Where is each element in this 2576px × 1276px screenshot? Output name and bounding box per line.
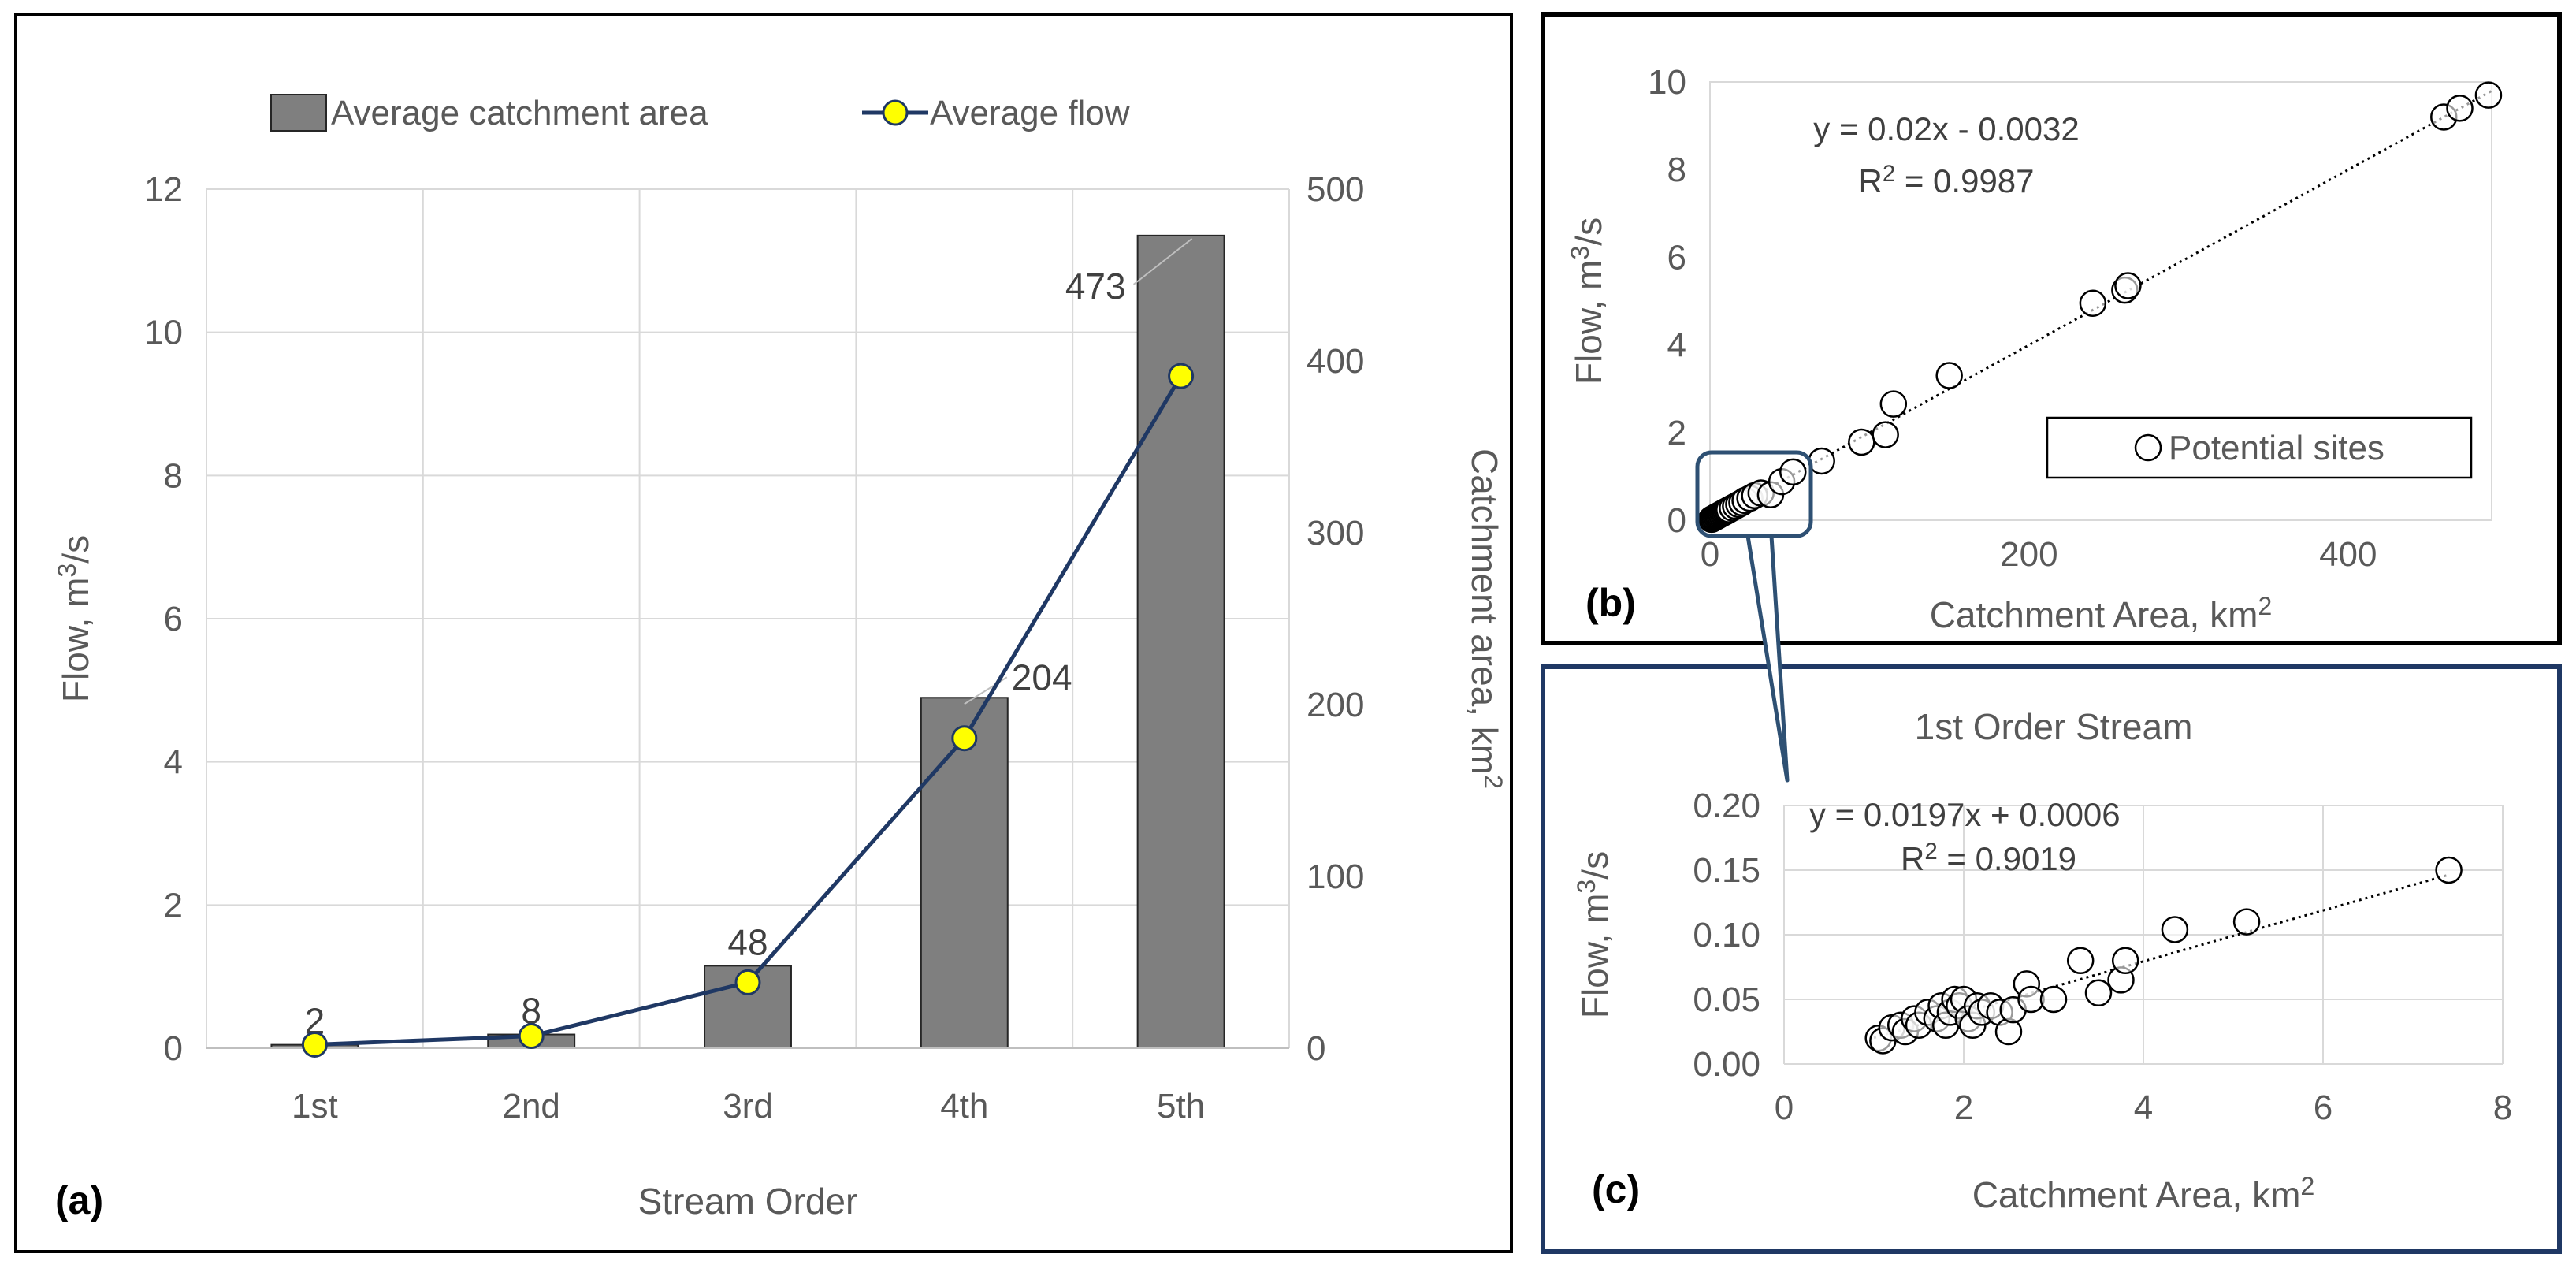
a-y2tick-label: 300 <box>1307 514 1364 552</box>
a-y2tick-label: 0 <box>1307 1029 1325 1068</box>
c-point <box>2017 985 2045 1014</box>
c-point <box>2161 916 2189 943</box>
a-y2tick-label: 100 <box>1307 857 1364 896</box>
b-point <box>1872 421 1899 448</box>
a-ytick-label: 8 <box>164 456 183 495</box>
b-point <box>2474 81 2503 109</box>
a-xtick-label: 1st <box>292 1087 338 1125</box>
b-point <box>1879 390 1908 418</box>
c-xtick-label: 2 <box>1954 1088 1973 1127</box>
panel-b-tag: (b) <box>1585 581 1636 625</box>
panel-b-scatter-chart: 0 2 4 6 8 10 0 200 400 y = 0.02x - 0.0032 R2 = 0.9… <box>1566 63 2503 635</box>
a-ytick-label: 6 <box>164 600 183 638</box>
c-y-axis-title: Flow, m3/s <box>1572 851 1615 1018</box>
c-xtick-label: 6 <box>2314 1088 2333 1127</box>
b-ytick-label: 8 <box>1667 151 1686 189</box>
a-xtick-label: 5th <box>1157 1087 1205 1125</box>
b-x-axis-title: Catchment Area, km2 <box>1930 592 2273 635</box>
b-plot-area <box>1709 81 2492 521</box>
b-ytick-label: 4 <box>1667 326 1686 365</box>
a-flow-marker-5th <box>1168 363 1195 389</box>
b-xtick-label: 200 <box>2000 535 2057 574</box>
a-y2tick-label: 500 <box>1307 170 1364 209</box>
b-y-axis-title: Flow, m3/s <box>1566 218 1609 385</box>
b-point <box>1935 362 1963 389</box>
b-legend-label: Potential sites <box>2169 429 2385 467</box>
panel-c-tag: (c) <box>1592 1167 1640 1211</box>
c-equation: y = 0.0197x + 0.0006 <box>1809 796 2121 833</box>
c-xtick-label: 0 <box>1775 1088 1794 1127</box>
a-ytick-label: 10 <box>144 314 183 352</box>
a-y2tick-label: 200 <box>1307 686 1364 724</box>
a-legend-bar-swatch <box>270 94 327 132</box>
b-ytick-label: 0 <box>1667 501 1686 540</box>
b-legend-marker <box>2134 433 2162 462</box>
a-y2tick-label: 400 <box>1307 342 1364 381</box>
a-ytick-label: 12 <box>144 170 183 209</box>
panel-a-frame <box>14 13 1513 1253</box>
c-ytick-label: 0.20 <box>1693 787 1760 825</box>
a-leader-line <box>1132 238 1193 285</box>
b-ytick-label: 6 <box>1667 238 1686 277</box>
a-legend-marker <box>882 99 909 126</box>
a-bar-label-3rd: 48 <box>727 921 768 962</box>
b-point <box>2114 272 2142 299</box>
b-equation: y = 0.02x - 0.0032 <box>1813 110 2079 147</box>
c-title: 1st Order Stream <box>1915 706 2193 747</box>
b-point <box>2079 289 2107 318</box>
a-xtick-label: 4th <box>940 1087 988 1125</box>
a-flow-marker-3rd <box>734 969 761 995</box>
b-point <box>2446 95 2474 122</box>
c-point <box>2084 979 2113 1007</box>
c-point <box>2111 947 2139 975</box>
a-flow-marker-4th <box>951 725 978 752</box>
b-xtick-label: 400 <box>2319 535 2377 574</box>
b-xtick-label: 0 <box>1701 535 1719 574</box>
b-point <box>1779 458 1807 486</box>
b-r2: R2 = 0.9987 <box>1858 161 2034 199</box>
a-x-axis-title: Stream Order <box>638 1181 858 1222</box>
c-ytick-label: 0.00 <box>1693 1045 1760 1084</box>
c-point <box>2232 908 2261 936</box>
a-legend-line-label: Average flow <box>930 94 1130 132</box>
a-flow-marker-2nd <box>518 1023 545 1050</box>
c-ytick-label: 0.10 <box>1693 916 1760 954</box>
c-x-axis-title: Catchment Area, km2 <box>1972 1172 2315 1215</box>
a-ytick-label: 0 <box>164 1029 183 1068</box>
c-ytick-label: 0.05 <box>1693 980 1760 1019</box>
b-point <box>1808 447 1835 475</box>
a-xtick-label: 3rd <box>723 1087 773 1125</box>
panel-a-tag: (a) <box>55 1178 103 1222</box>
zoom-callout <box>1695 450 1813 783</box>
c-point <box>1994 1017 2023 1046</box>
a-y-axis-title: Flow, m3/s <box>53 535 96 702</box>
a-flow-marker-1st <box>301 1031 328 1058</box>
b-point <box>1848 428 1875 456</box>
a-bar-4th <box>920 697 1009 1050</box>
c-xtick-label: 8 <box>2493 1088 2512 1127</box>
c-r2: R2 = 0.9019 <box>1901 839 2076 877</box>
a-y2-axis-title: Catchment area, km2 <box>1464 448 1507 789</box>
a-bar-label-5th: 473 <box>1065 266 1126 307</box>
b-ytick-label: 10 <box>1648 63 1686 102</box>
c-point <box>2039 985 2068 1014</box>
b-legend-box <box>2046 416 2473 479</box>
panel-c-scatter-chart: 0.00 0.05 0.10 0.15 0.20 0 2 4 6 8 1st Order Strea… <box>1572 706 2512 1215</box>
a-ytick-label: 4 <box>164 743 183 782</box>
panel-c-frame <box>1541 664 2562 1254</box>
a-bar-5th <box>1136 234 1225 1049</box>
a-ytick-label: 2 <box>164 886 183 924</box>
c-point <box>2066 947 2095 975</box>
zoom-pointer <box>1745 534 1790 783</box>
c-point <box>2435 856 2463 884</box>
a-xtick-label: 2nd <box>502 1087 559 1125</box>
b-ytick-label: 2 <box>1667 414 1686 452</box>
panel-b-frame <box>1541 12 2562 645</box>
a-legend-bar-label: Average catchment area <box>331 94 708 132</box>
c-ytick-label: 0.15 <box>1693 851 1760 890</box>
a-bar-label-4th: 204 <box>1012 657 1072 698</box>
c-xtick-label: 4 <box>2134 1088 2153 1127</box>
